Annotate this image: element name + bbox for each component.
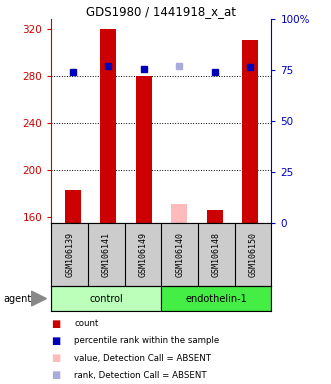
Text: ■: ■ [51, 370, 61, 381]
Title: GDS1980 / 1441918_x_at: GDS1980 / 1441918_x_at [86, 5, 236, 18]
Text: percentile rank within the sample: percentile rank within the sample [74, 336, 220, 345]
Bar [171, 204, 187, 223]
Bar [51, 286, 161, 311]
Text: ■: ■ [51, 353, 61, 363]
Text: GSM106139: GSM106139 [65, 232, 74, 277]
Text: value, Detection Call = ABSENT: value, Detection Call = ABSENT [74, 354, 212, 362]
Bar [136, 76, 152, 223]
Text: GSM106148: GSM106148 [212, 232, 221, 277]
Text: ■: ■ [51, 318, 61, 329]
Text: GSM106149: GSM106149 [138, 232, 148, 277]
Bar [100, 29, 116, 223]
Text: GSM106150: GSM106150 [249, 232, 258, 277]
Bar [242, 40, 258, 223]
Bar [65, 190, 80, 223]
Text: count: count [74, 319, 99, 328]
Text: agent: agent [3, 293, 31, 304]
Text: ■: ■ [51, 336, 61, 346]
Text: endothelin-1: endothelin-1 [185, 293, 247, 304]
Text: GSM106140: GSM106140 [175, 232, 184, 277]
Bar [207, 210, 223, 223]
Text: GSM106141: GSM106141 [102, 232, 111, 277]
Polygon shape [31, 291, 46, 306]
Text: control: control [89, 293, 123, 304]
Bar [161, 286, 271, 311]
Text: rank, Detection Call = ABSENT: rank, Detection Call = ABSENT [74, 371, 207, 380]
